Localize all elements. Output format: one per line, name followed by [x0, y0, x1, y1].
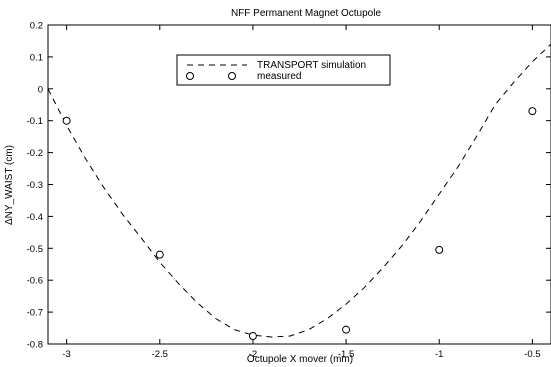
measured-point: [248, 332, 257, 341]
measured-point: [528, 107, 537, 116]
measured-point: [435, 245, 444, 254]
x-tick-label: -1.5: [338, 349, 354, 360]
y-tick-label: 0: [38, 84, 43, 95]
x-tick-label: -2: [249, 349, 257, 360]
y-tick-label: -0.5: [27, 244, 43, 255]
legend-marker-measured-2: [228, 72, 236, 80]
y-tick-label: -0.1: [27, 116, 43, 127]
legend-label-simulation: TRANSPORT simulation: [257, 60, 366, 71]
legend: TRANSPORT simulation measured: [176, 54, 391, 86]
series-layer: [47, 43, 551, 341]
x-tick-label: -0.5: [524, 349, 540, 360]
x-tick-label: -2.5: [152, 349, 168, 360]
y-tick-label: -0.7: [27, 308, 43, 319]
y-tick-label: -0.6: [27, 276, 43, 287]
y-tick-label: -0.4: [27, 212, 43, 223]
x-tick-label: -3: [62, 349, 70, 360]
x-tick-label: -1: [435, 349, 443, 360]
x-axis-title: Octupole X mover (mm): [247, 354, 353, 365]
measured-point: [155, 250, 164, 259]
measured-point: [342, 325, 351, 334]
legend-marker-measured-1: [186, 72, 194, 80]
y-tick-label: -0.2: [27, 148, 43, 159]
measured-point: [62, 116, 71, 125]
y-tick-label: -0.8: [27, 340, 43, 351]
tick-labels: -3 -2.5 -2 -1.5 -1 -0.5 -0.8 -0.7 -0.6 -0.5 -0.4 -0…: [27, 21, 541, 361]
series-line-transport-simulation: [47, 43, 551, 338]
axis-ticks: [48, 24, 551, 345]
chart-title: NFF Permanent Magnet Octupole: [231, 8, 382, 19]
y-tick-label: -0.3: [27, 180, 43, 191]
y-tick-label: 0.2: [30, 21, 43, 32]
legend-box: [176, 54, 391, 86]
y-axis-title: ΔNY_WAIST (cm): [4, 145, 15, 225]
legend-label-measured: measured: [257, 71, 301, 82]
y-tick-label: 0.1: [30, 52, 43, 63]
